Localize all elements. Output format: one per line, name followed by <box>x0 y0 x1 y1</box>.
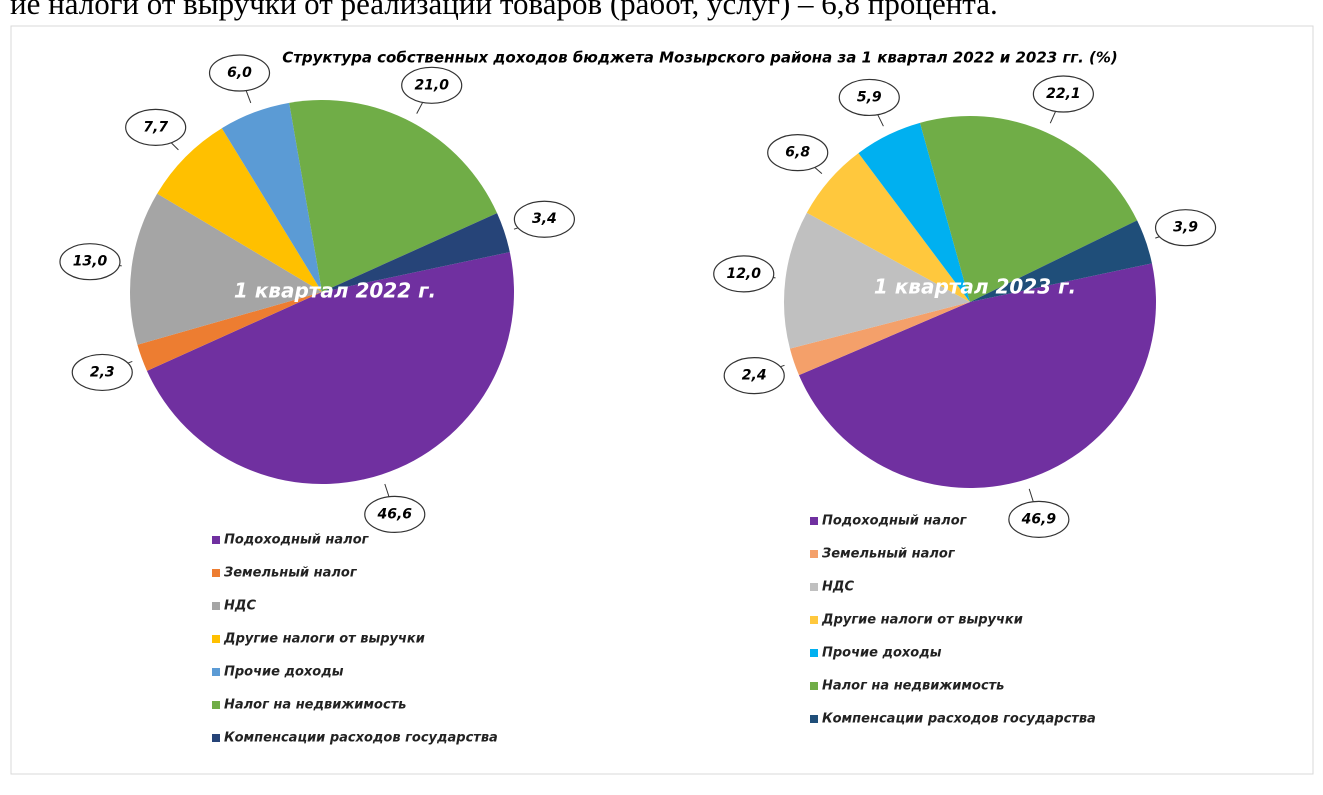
data-label: 22,1 <box>1046 86 1081 102</box>
pie-slice <box>784 212 970 349</box>
label-bubble <box>838 78 900 117</box>
label-bubble <box>1154 209 1217 247</box>
legend-label: Другие налоги от выручки <box>223 632 425 647</box>
pie-slice <box>858 122 970 302</box>
label-bubble <box>1032 75 1094 113</box>
legend-swatch <box>212 734 220 742</box>
label-bubble <box>125 108 187 147</box>
center-label: 1 квартал 2023 г. <box>874 275 1076 299</box>
legend-label: Земельный налог <box>224 566 358 581</box>
legend-swatch <box>810 583 818 591</box>
label-bubble <box>713 255 775 293</box>
center-label: 1 квартал 2022 г. <box>234 279 436 303</box>
legend-swatch <box>810 550 818 558</box>
data-label: 3,9 <box>1173 220 1198 236</box>
legend-label: Компенсации расходов государства <box>822 712 1096 727</box>
label-bubble <box>513 200 575 238</box>
label-bubble <box>71 353 133 392</box>
data-label: 12,0 <box>726 266 761 282</box>
pie-slice <box>137 292 322 371</box>
pie-slice <box>221 102 322 292</box>
pie-slice <box>798 263 1156 489</box>
data-label: 21,0 <box>414 77 449 93</box>
legend-label: Прочие доходы <box>822 646 942 661</box>
legend-swatch <box>212 536 220 544</box>
legend-swatch <box>810 616 818 624</box>
legend-label: Земельный налог <box>822 547 956 562</box>
legend-swatch <box>810 649 818 657</box>
legend-swatch <box>810 517 818 525</box>
data-label: 46,9 <box>1021 511 1057 527</box>
pie-slice <box>970 220 1152 302</box>
data-label: 6,0 <box>227 65 252 81</box>
label-bubble <box>59 243 121 281</box>
data-label: 13,0 <box>73 254 108 270</box>
page-text: ие налоги от выручки от реализации товар… <box>10 0 998 21</box>
pie-slice <box>789 302 970 376</box>
label-bubble <box>401 66 463 104</box>
data-label: 2,3 <box>90 364 115 380</box>
pie-slice <box>919 115 1138 302</box>
data-label: 6,8 <box>785 145 810 161</box>
pie-slice <box>146 252 515 484</box>
legend-swatch <box>212 668 220 676</box>
chart-title: Структура собственных доходов бюджета Мо… <box>282 49 1118 67</box>
legend-label: НДС <box>822 580 854 595</box>
pie-slice <box>322 213 510 292</box>
legend-swatch <box>810 682 818 690</box>
legend-label: Налог на недвижимость <box>822 679 1004 694</box>
legend-label: Налог на недвижимость <box>224 698 406 713</box>
label-bubble <box>208 54 271 92</box>
legend-label: НДС <box>224 599 256 614</box>
label-bubble <box>1008 500 1070 538</box>
legend-label: Компенсации расходов государства <box>224 731 498 746</box>
legend-swatch <box>212 602 220 610</box>
legend-swatch <box>212 635 220 643</box>
label-bubble <box>364 495 426 533</box>
data-label: 2,4 <box>742 368 767 384</box>
legend-swatch <box>810 715 818 723</box>
pie-slice <box>806 153 970 302</box>
pie-slice <box>289 100 498 292</box>
data-label: 46,6 <box>377 506 413 522</box>
data-label: 3,4 <box>532 211 557 227</box>
pie-slice <box>130 193 322 345</box>
legend-label: Другие налоги от выручки <box>821 613 1023 628</box>
legend-label: Подоходный налог <box>822 514 968 529</box>
data-label: 5,9 <box>857 89 882 105</box>
legend-swatch <box>212 701 220 709</box>
legend-label: Подоходный налог <box>224 533 370 548</box>
label-bubble <box>723 357 785 395</box>
label-bubble <box>767 134 829 172</box>
legend-label: Прочие доходы <box>224 665 344 680</box>
data-label: 7,7 <box>143 119 168 135</box>
legend-swatch <box>212 569 220 577</box>
pie-slice <box>157 128 322 292</box>
